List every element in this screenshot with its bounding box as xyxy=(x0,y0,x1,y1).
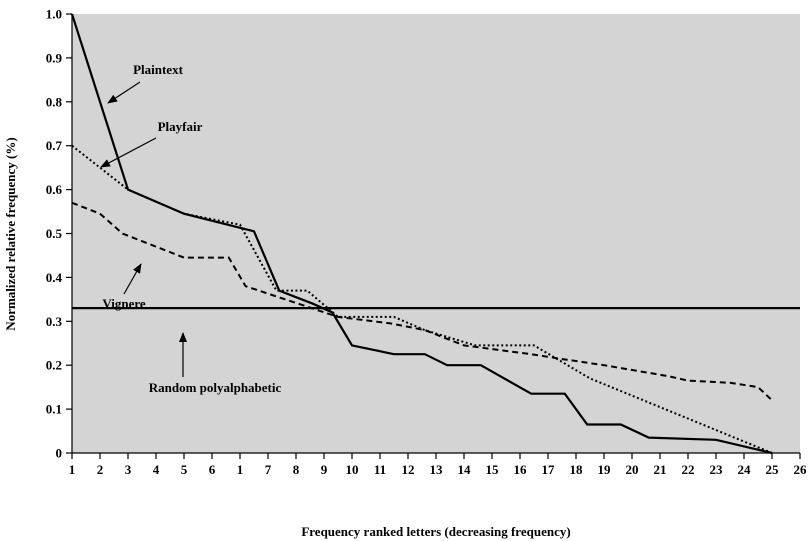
x-tick-label: 21 xyxy=(654,462,667,477)
x-tick-label: 1 xyxy=(69,462,76,477)
x-axis-title: Frequency ranked letters (decreasing fre… xyxy=(301,524,570,539)
x-tick-label: 14 xyxy=(458,462,472,477)
x-tick-label: 18 xyxy=(570,462,584,477)
y-tick-label: 0.4 xyxy=(46,270,63,285)
annotation-plaintext: Plaintext xyxy=(133,62,183,77)
x-tick-label: 1 xyxy=(237,462,244,477)
x-tick-label: 20 xyxy=(626,462,639,477)
y-tick-label: 0.2 xyxy=(46,358,62,373)
y-tick-label: 0.8 xyxy=(46,94,63,109)
x-tick-label: 25 xyxy=(766,462,780,477)
x-tick-label: 15 xyxy=(486,462,500,477)
x-tick-label: 4 xyxy=(153,462,160,477)
x-tick-label: 9 xyxy=(321,462,328,477)
annotation-arrow xyxy=(107,81,141,104)
annotation-arrow xyxy=(100,137,157,168)
annotation-layer: Plaintext Playfair Vignere Random polyalpha… xyxy=(100,62,282,395)
y-tick-label: 0.3 xyxy=(46,314,63,329)
x-tick-label: 6 xyxy=(209,462,216,477)
y-tick-label: 0.7 xyxy=(46,138,63,153)
x-tick-label: 7 xyxy=(265,462,272,477)
plot-area xyxy=(72,14,800,453)
x-tick-label: 26 xyxy=(794,462,808,477)
y-tick-label: 0.6 xyxy=(46,182,63,197)
x-tick-label: 5 xyxy=(181,462,188,477)
x-tick-label: 3 xyxy=(125,462,132,477)
series-line-vignere xyxy=(71,201,773,402)
series-line-plaintext xyxy=(70,13,773,455)
x-tick-label: 11 xyxy=(374,462,386,477)
y-axis-title: Normalized relative frequency (%) xyxy=(3,137,18,330)
x-tick-label: 24 xyxy=(738,462,752,477)
x-tick-label: 23 xyxy=(710,462,724,477)
x-tick-label: 2 xyxy=(97,462,104,477)
x-tick-label: 16 xyxy=(514,462,528,477)
x-tick-label: 19 xyxy=(598,462,612,477)
y-tick-label: 0 xyxy=(56,446,63,461)
axes-layer: 00.10.20.30.40.50.60.70.80.91.01 2 3 4 5 6 1 7 8… xyxy=(46,7,807,478)
series-line-playfair xyxy=(71,144,773,454)
x-tick-label: 17 xyxy=(542,462,556,477)
y-tick-label: 0.9 xyxy=(46,50,63,65)
y-tick-label: 0.1 xyxy=(46,402,62,417)
annotation-random-polyalphabetic: Random polyalphabetic xyxy=(149,380,282,395)
annotation-playfair: Playfair xyxy=(158,119,203,134)
annotation-arrow xyxy=(123,263,142,295)
x-tick-label: 13 xyxy=(430,462,444,477)
y-tick-label: 0.5 xyxy=(46,226,63,241)
x-tick-label: 12 xyxy=(402,462,415,477)
x-tick-label: 22 xyxy=(682,462,695,477)
annotation-vignere: Vignere xyxy=(102,296,146,311)
series-layer xyxy=(70,13,800,455)
x-tick-label: 10 xyxy=(346,462,359,477)
y-tick-label: 1.0 xyxy=(46,7,62,22)
x-tick-label: 8 xyxy=(293,462,300,477)
